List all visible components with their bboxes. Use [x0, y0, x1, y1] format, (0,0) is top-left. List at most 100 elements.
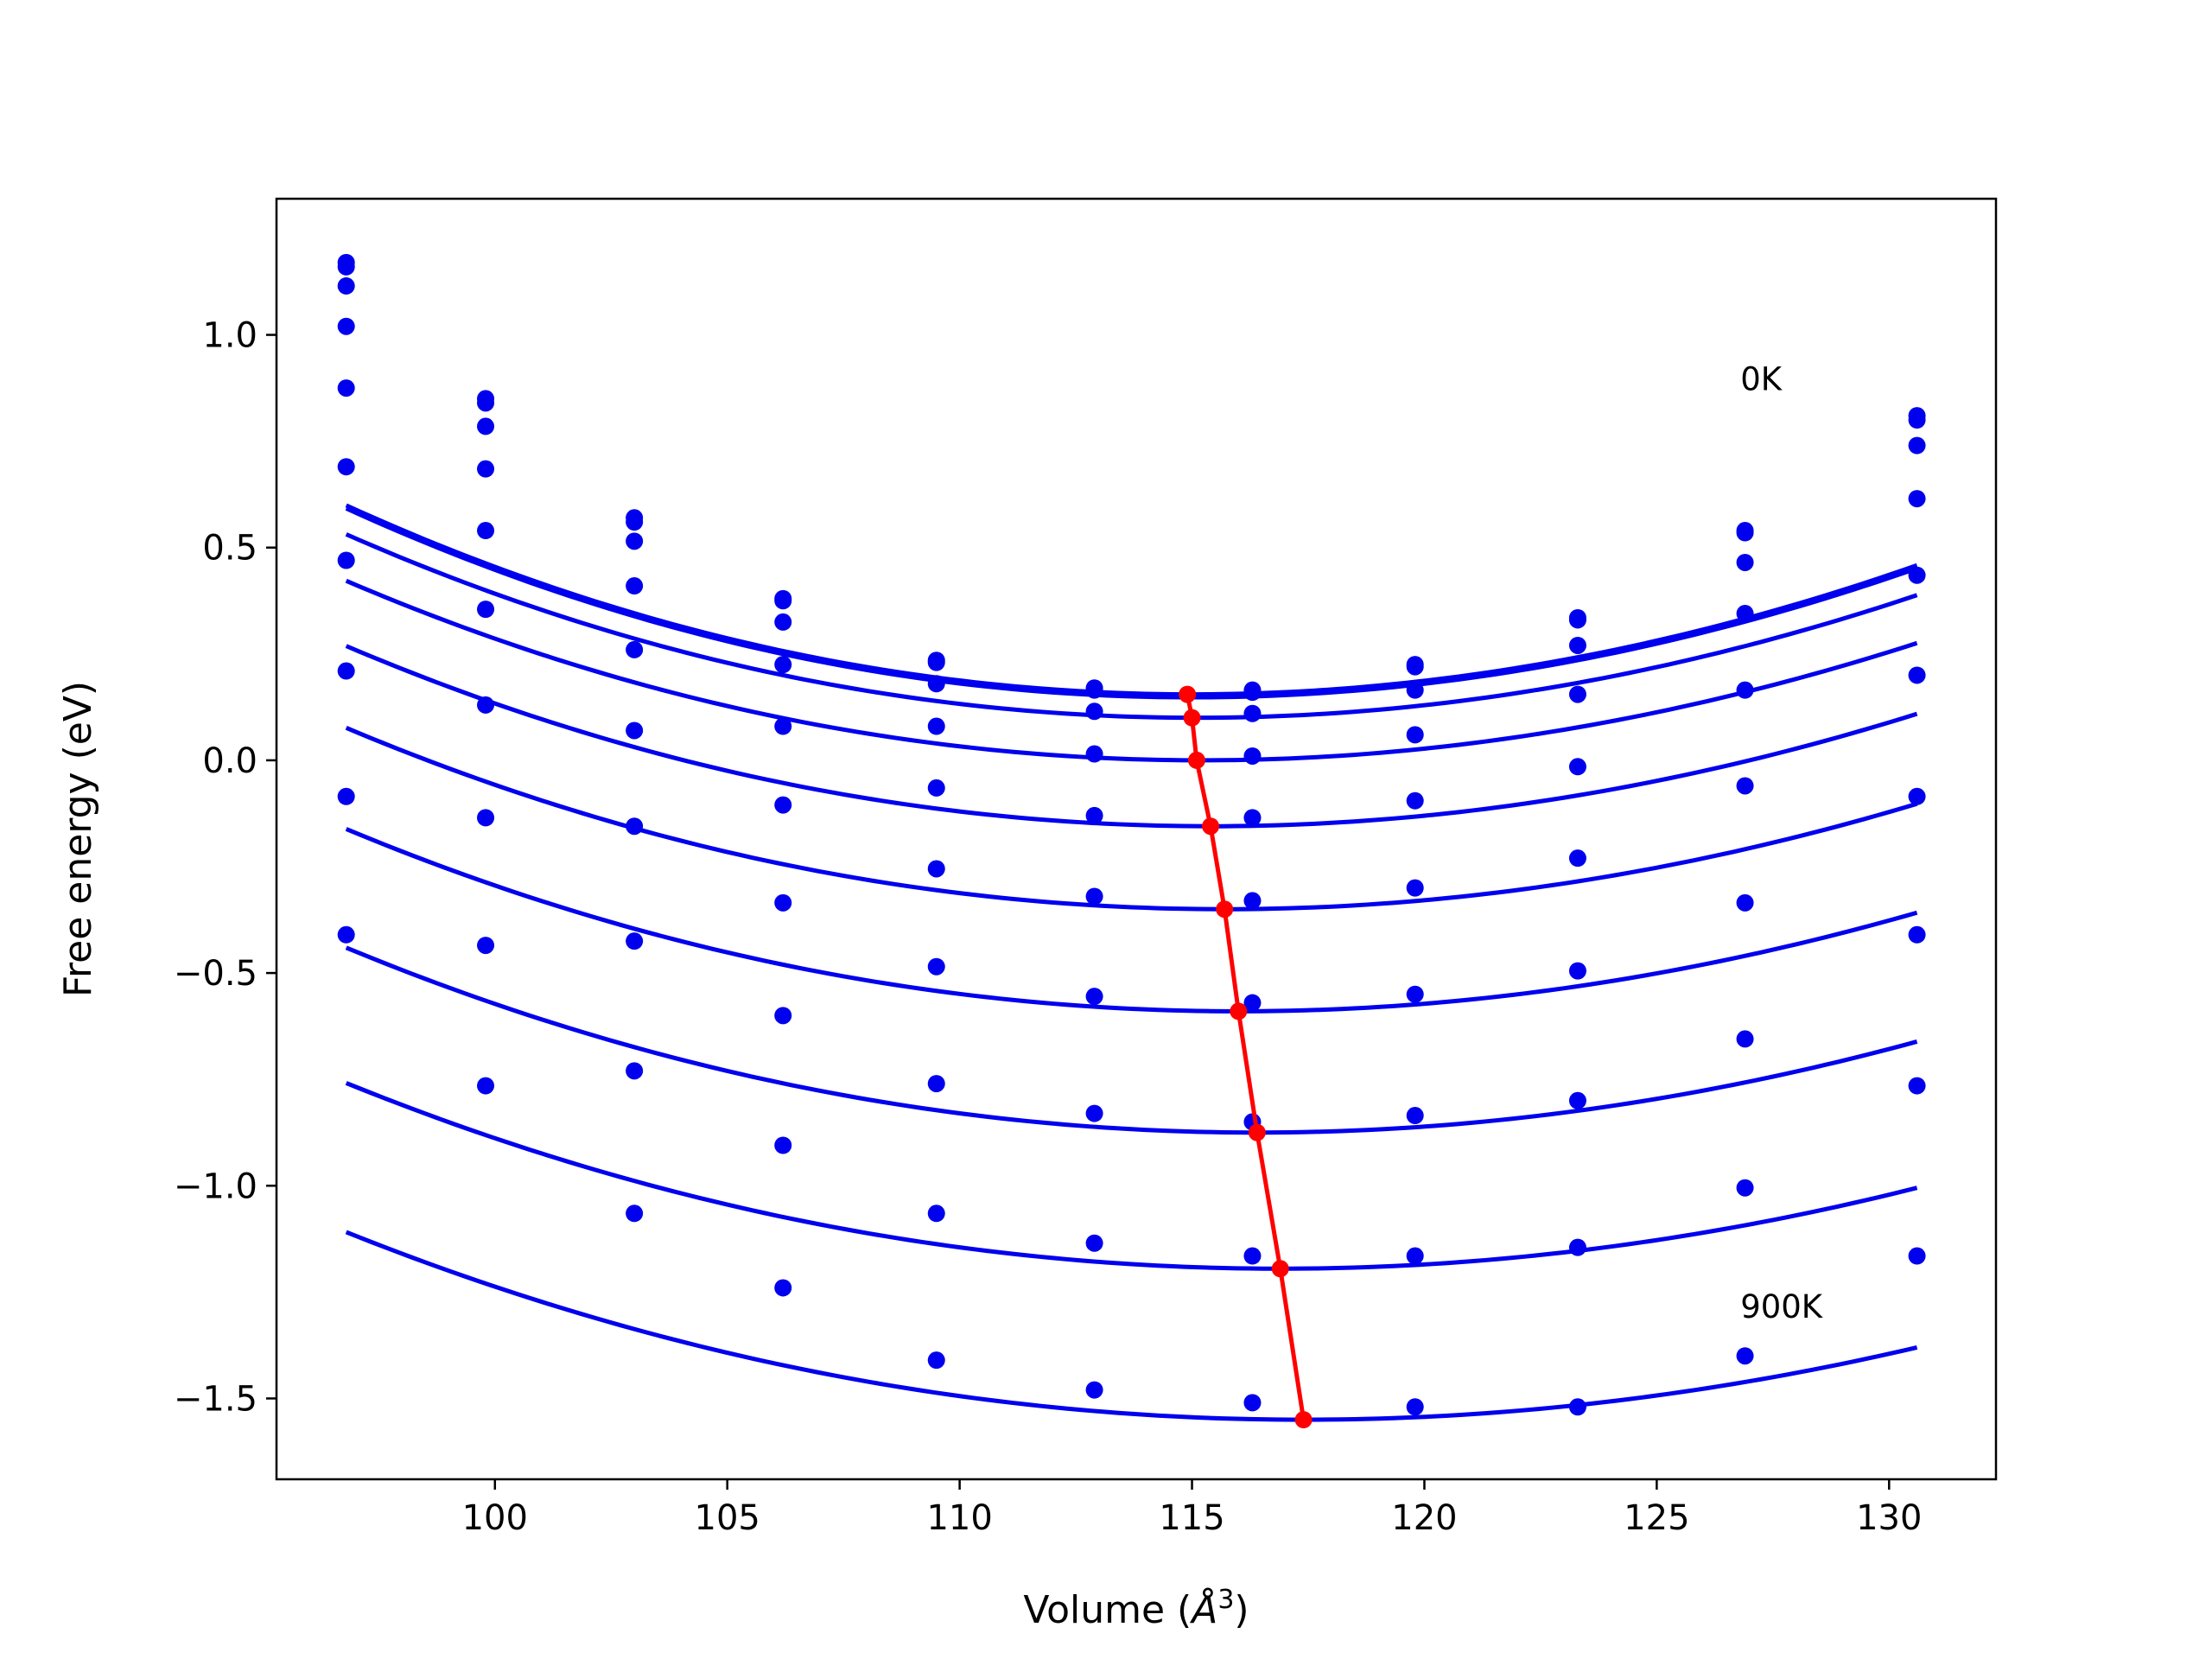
data-point [1406, 791, 1424, 810]
data-point [1406, 658, 1424, 676]
data-point [1406, 985, 1424, 1003]
data-point [626, 1062, 644, 1080]
data-point [1406, 1247, 1424, 1265]
data-point [1736, 553, 1754, 571]
data-point [774, 1279, 792, 1297]
x-tick-label: 125 [1624, 1498, 1689, 1538]
data-point [1568, 849, 1586, 868]
y-tick-label: −0.5 [174, 954, 257, 994]
data-point [1736, 1347, 1754, 1365]
data-point [1908, 1247, 1926, 1265]
data-point [337, 257, 355, 276]
data-point [927, 1075, 945, 1093]
data-point [774, 796, 792, 814]
data-point [477, 601, 495, 619]
data-point [1085, 988, 1103, 1006]
data-point [1908, 666, 1926, 684]
data-point [626, 1205, 644, 1223]
series-700K [337, 662, 1926, 1135]
fit-curve-100K [345, 506, 1918, 700]
fit-curve-400K [345, 644, 1918, 829]
data-point [1568, 962, 1586, 980]
data-point [1085, 1381, 1103, 1399]
data-point [774, 717, 792, 735]
equilibrium-line [1179, 685, 1313, 1429]
series-300K [337, 317, 1926, 765]
data-point [1908, 925, 1926, 944]
data-point [626, 721, 644, 740]
data-point [1908, 1077, 1926, 1095]
y-tick-label: −1.0 [174, 1166, 257, 1206]
data-point [1908, 787, 1926, 805]
data-point [337, 379, 355, 397]
x-tick-label: 100 [462, 1498, 528, 1538]
data-point [477, 460, 495, 478]
data-point [1736, 1030, 1754, 1048]
data-point [927, 957, 945, 976]
data-point [626, 513, 644, 531]
data-point [774, 656, 792, 674]
data-point [477, 417, 495, 435]
data-point [774, 893, 792, 912]
axis-ticks: 100 105 110 115 120 125 130 −1.5 −1.0 −0.5 0.0 0.5 1… [174, 316, 1923, 1538]
x-tick-label: 110 [926, 1498, 992, 1538]
data-point [1085, 745, 1103, 763]
y-tick-label: 0.0 [202, 741, 257, 781]
data-point [1243, 892, 1262, 910]
fit-curve-900K [345, 1230, 1918, 1422]
y-tick-label: 0.5 [202, 529, 257, 569]
data-point [337, 276, 355, 295]
data-point [1736, 1179, 1754, 1197]
fit-curve-600K [345, 827, 1918, 1014]
data-point [1085, 887, 1103, 906]
fit-curve-0K [345, 503, 1918, 697]
data-point [1406, 879, 1424, 897]
annotations: 0K 900K [1740, 361, 1824, 1325]
data-point [1085, 702, 1103, 721]
equilibrium-point [1294, 1411, 1313, 1429]
data-point [774, 613, 792, 631]
fit-curve-700K [345, 945, 1918, 1135]
data-point [1568, 636, 1586, 654]
series-600K [337, 551, 1926, 1014]
data-point [1908, 566, 1926, 584]
data-point [626, 932, 644, 950]
series-500K [337, 458, 1926, 912]
data-point [1736, 777, 1754, 795]
equilibrium-point [1202, 817, 1220, 836]
x-tick-label: 105 [695, 1498, 760, 1538]
data-point [1243, 1394, 1262, 1412]
data-point [626, 817, 644, 836]
data-point [337, 787, 355, 805]
series-100K [337, 257, 1926, 702]
data-point [1406, 726, 1424, 744]
series-200K [337, 276, 1926, 722]
plot-area [337, 253, 1926, 1429]
fit-curve-800K [345, 1081, 1918, 1271]
data-point [927, 1351, 945, 1370]
equilibrium-point [1248, 1123, 1266, 1141]
data-point [337, 317, 355, 335]
data-point [1736, 605, 1754, 623]
data-point [477, 394, 495, 412]
data-point [626, 640, 644, 658]
data-point [337, 551, 355, 569]
data-point [1568, 1398, 1586, 1416]
data-point [1908, 436, 1926, 454]
data-point [1568, 758, 1586, 776]
data-point [626, 532, 644, 550]
data-point [1085, 1234, 1103, 1252]
data-point [774, 1007, 792, 1025]
data-point [1243, 994, 1262, 1012]
data-point [1243, 704, 1262, 722]
data-point [1243, 1247, 1262, 1265]
equilibrium-point [1216, 900, 1234, 918]
data-point [1243, 747, 1262, 765]
y-tick-label: 1.0 [202, 316, 257, 356]
fit-curve-500K [345, 726, 1918, 912]
equilibrium-point [1179, 685, 1197, 703]
data-point [1736, 681, 1754, 699]
axes-frame [275, 197, 1998, 1481]
data-point [337, 458, 355, 476]
data-point [1908, 490, 1926, 508]
